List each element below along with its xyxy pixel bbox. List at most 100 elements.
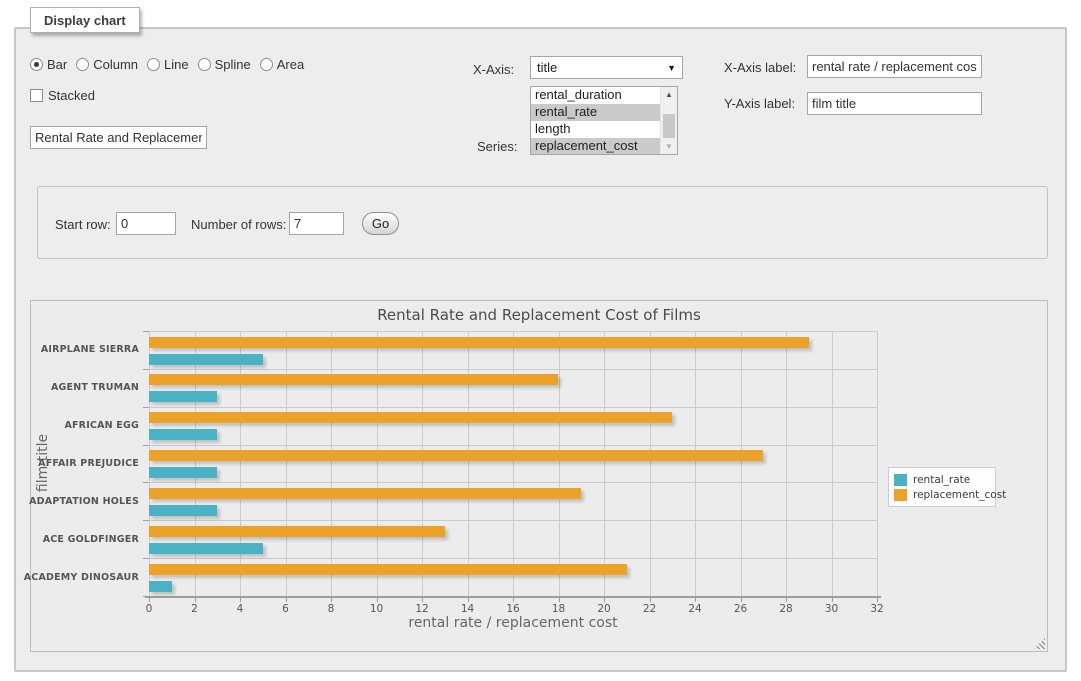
chart-legend: rental_ratereplacement_cost (888, 467, 996, 507)
x-tick-label: 22 (630, 603, 670, 615)
go-button[interactable]: Go (362, 212, 399, 235)
gridline-horizontal (149, 558, 877, 559)
stacked-option: Stacked (30, 88, 95, 103)
y-tick-mark (143, 407, 149, 408)
radio-icon[interactable] (76, 58, 89, 71)
x-tick-mark (741, 598, 742, 602)
series-select-label: Series: (477, 139, 517, 154)
series-options: rental_durationrental_ratelengthreplacem… (531, 87, 660, 154)
x-tick-label: 32 (857, 603, 897, 615)
x-tick-mark (832, 598, 833, 602)
gridline-vertical (468, 331, 469, 596)
radio-icon[interactable] (260, 58, 273, 71)
radio-label: Spline (215, 57, 251, 72)
start-row-input[interactable] (116, 212, 176, 235)
gridline-vertical (149, 331, 150, 596)
x-tick-label: 2 (175, 603, 215, 615)
bar-replacement_cost (149, 526, 445, 537)
resize-handle-icon[interactable] (1034, 638, 1045, 649)
gridline-vertical (513, 331, 514, 596)
radio-area[interactable]: Area (260, 57, 304, 72)
chart-panel: Rental Rate and Replacement Cost of Film… (30, 300, 1048, 652)
series-listbox[interactable]: rental_durationrental_ratelengthreplacem… (530, 86, 678, 155)
chart-x-axis-title: rental rate / replacement cost (149, 615, 877, 631)
x-tick-mark (650, 598, 651, 602)
x-tick-label: 12 (402, 603, 442, 615)
series-option-rental_rate[interactable]: rental_rate (531, 104, 660, 121)
legend-swatch-icon (894, 474, 907, 486)
series-option-length[interactable]: length (531, 121, 660, 138)
bar-rental_rate (149, 581, 172, 592)
x-tick-label: 14 (448, 603, 488, 615)
radio-icon[interactable] (30, 58, 43, 71)
series-option-replacement_cost[interactable]: replacement_cost (531, 138, 660, 154)
x-tick-label: 26 (721, 603, 761, 615)
scroll-up-icon[interactable]: ▲ (661, 87, 677, 102)
gridline-vertical (877, 331, 878, 596)
x-tick-mark (195, 598, 196, 602)
chevron-down-icon: ▼ (667, 63, 676, 73)
x-tick-mark (377, 598, 378, 602)
gridline-vertical (331, 331, 332, 596)
radio-line[interactable]: Line (147, 57, 189, 72)
y-category-label: AFFAIR PREJUDICE (31, 445, 143, 483)
bar-rental_rate (149, 543, 263, 554)
x-tick-label: 20 (584, 603, 624, 615)
radio-label: Line (164, 57, 189, 72)
stacked-checkbox[interactable] (30, 89, 43, 102)
stacked-label: Stacked (48, 88, 95, 103)
x-axis-line (145, 596, 881, 598)
x-tick-mark (286, 598, 287, 602)
legend-label: rental_rate (913, 474, 970, 486)
radio-icon[interactable] (147, 58, 160, 71)
x-tick-label: 18 (539, 603, 579, 615)
legend-label: replacement_cost (913, 489, 1006, 501)
scrollbar-thumb[interactable] (663, 114, 675, 138)
fieldset-legend: Display chart (30, 7, 140, 33)
x-tick-label: 16 (493, 603, 533, 615)
y-axis-label-label: Y-Axis label: (724, 96, 795, 111)
radio-icon[interactable] (198, 58, 211, 71)
gridline-vertical (240, 331, 241, 596)
x-tick-label: 4 (220, 603, 260, 615)
listbox-scrollbar[interactable]: ▲ ▼ (660, 87, 677, 154)
series-option-rental_duration[interactable]: rental_duration (531, 87, 660, 104)
x-axis-select-label: X-Axis: (473, 62, 514, 77)
bar-rental_rate (149, 354, 263, 365)
x-axis-label-label: X-Axis label: (724, 60, 796, 75)
x-tick-label: 28 (766, 603, 806, 615)
radio-column[interactable]: Column (76, 57, 138, 72)
gridline-vertical (604, 331, 605, 596)
start-row-label: Start row: (55, 217, 111, 232)
x-tick-mark (240, 598, 241, 602)
y-axis-label-input[interactable] (807, 92, 982, 115)
radio-spline[interactable]: Spline (198, 57, 251, 72)
fieldset-legend-text: Display chart (44, 13, 126, 28)
gridline-vertical (377, 331, 378, 596)
y-tick-mark (143, 520, 149, 521)
x-axis-select[interactable]: title ▼ (530, 56, 683, 79)
gridline-vertical (741, 331, 742, 596)
number-of-rows-input[interactable] (289, 212, 344, 235)
x-axis-select-value: title (537, 60, 557, 75)
radio-label: Area (277, 57, 304, 72)
legend-entry-rental_rate: rental_rate (894, 472, 990, 487)
x-tick-mark (877, 598, 878, 602)
bar-replacement_cost (149, 488, 581, 499)
gridline-vertical (695, 331, 696, 596)
radio-label: Column (93, 57, 138, 72)
legend-entry-replacement_cost: replacement_cost (894, 487, 990, 502)
radio-label: Bar (47, 57, 67, 72)
x-axis-label-input[interactable] (807, 55, 982, 78)
chart-title-input[interactable] (30, 126, 207, 149)
radio-bar[interactable]: Bar (30, 57, 67, 72)
bar-rental_rate (149, 467, 217, 478)
bar-rental_rate (149, 505, 217, 516)
x-tick-mark (422, 598, 423, 602)
gridline-horizontal (149, 369, 877, 370)
scroll-down-icon[interactable]: ▼ (661, 139, 677, 154)
x-tick-mark (513, 598, 514, 602)
gridline-vertical (559, 331, 560, 596)
x-tick-mark (786, 598, 787, 602)
x-tick-mark (559, 598, 560, 602)
